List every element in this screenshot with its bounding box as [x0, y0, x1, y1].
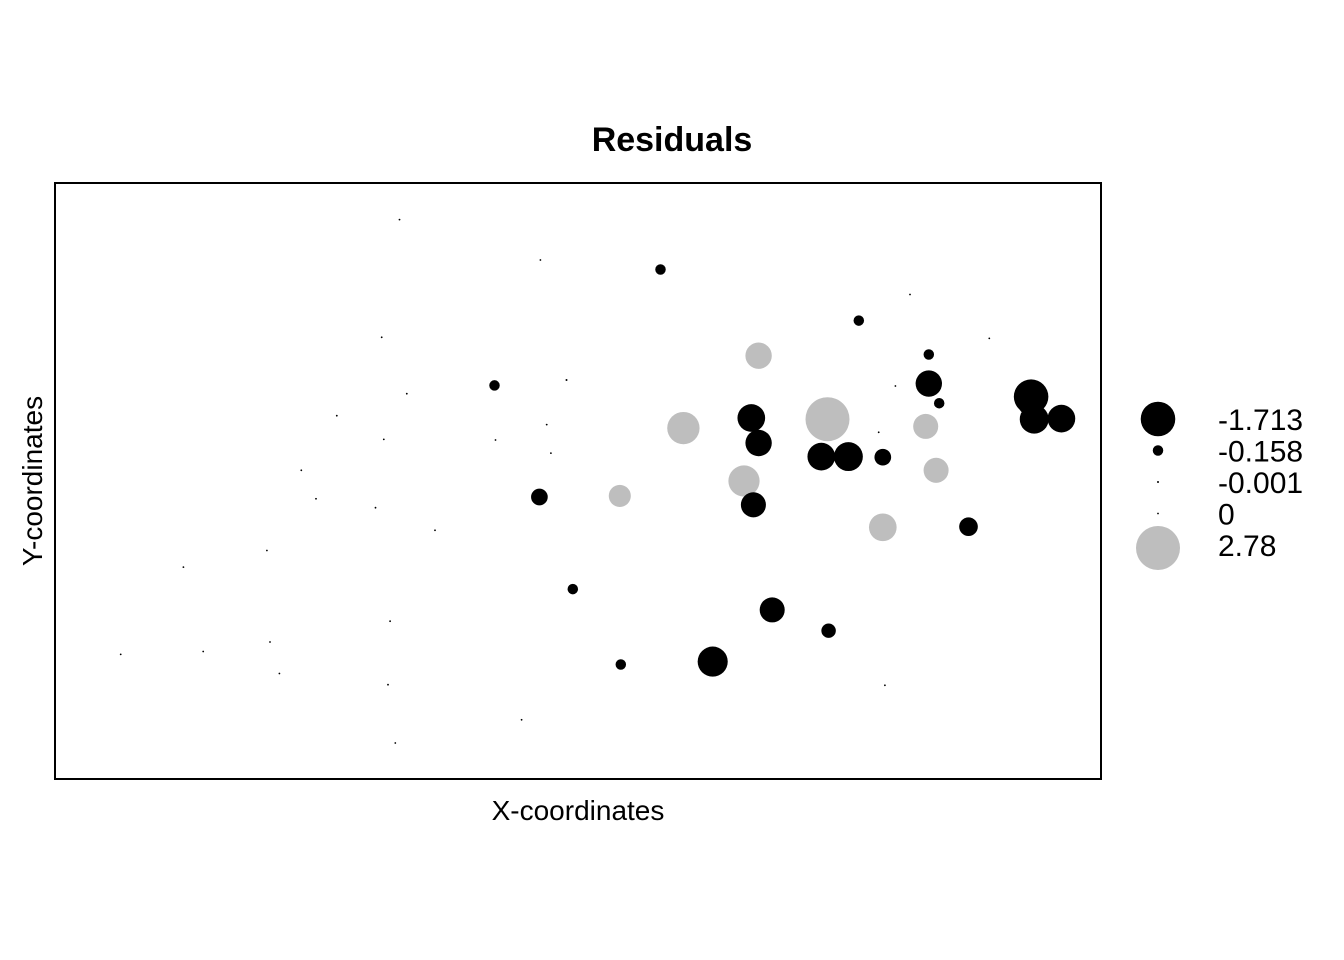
- data-point: [868, 513, 897, 542]
- legend-label: -0.001: [1218, 467, 1303, 500]
- legend-label: -1.713: [1218, 404, 1303, 437]
- data-point: [389, 620, 391, 623]
- data-point: [988, 337, 991, 340]
- data-point: [374, 506, 377, 509]
- data-point: [434, 529, 436, 532]
- data-point: [821, 623, 836, 638]
- data-point: [874, 448, 892, 466]
- data-point: [545, 423, 548, 426]
- data-point: [877, 431, 880, 434]
- data-point: [833, 442, 863, 472]
- data-point: [615, 659, 627, 670]
- data-point: [300, 469, 303, 472]
- data-point: [398, 218, 401, 221]
- data-point: [728, 465, 760, 497]
- data-point: [520, 718, 523, 721]
- data-point: [494, 439, 497, 441]
- data-point: [913, 413, 939, 439]
- data-point: [923, 457, 949, 483]
- data-point: [608, 484, 631, 507]
- data-point: [531, 488, 548, 506]
- legend-label: 0: [1218, 499, 1235, 532]
- chart-title: Residuals: [592, 121, 753, 159]
- y-axis-label: Y-coordinates: [17, 396, 48, 566]
- data-point: [315, 497, 317, 500]
- data-point: [853, 315, 865, 326]
- data-point: [550, 452, 552, 454]
- data-point: [745, 342, 772, 369]
- data-point: [759, 597, 785, 623]
- data-point: [745, 429, 772, 457]
- data-point: [565, 379, 568, 381]
- x-axis-label: X-coordinates: [492, 795, 665, 826]
- data-point: [335, 414, 338, 417]
- data-point: [915, 370, 942, 397]
- data-point: [202, 650, 205, 653]
- data-point: [387, 683, 389, 686]
- data-point: [405, 392, 408, 395]
- data-point: [655, 264, 666, 275]
- data-point: [884, 684, 886, 687]
- plot-border: [54, 182, 1102, 780]
- data-point: [278, 672, 281, 675]
- data-point: [740, 492, 766, 518]
- legend-symbol: [1136, 526, 1180, 570]
- data-point: [825, 413, 847, 435]
- data-point: [489, 380, 500, 391]
- data-point: [959, 517, 978, 537]
- data-point: [1013, 379, 1049, 414]
- legend-label: -0.158: [1218, 436, 1303, 469]
- data-point: [737, 404, 766, 432]
- data-point: [394, 742, 397, 744]
- data-point: [1047, 404, 1076, 433]
- data-point: [567, 583, 579, 595]
- data-point: [182, 566, 185, 568]
- data-point: [894, 385, 897, 387]
- data-point: [380, 336, 383, 339]
- data-point: [266, 549, 268, 552]
- legend-symbol: [1140, 401, 1176, 437]
- data-point: [933, 397, 945, 409]
- data-point: [923, 349, 935, 360]
- data-point: [697, 646, 728, 677]
- data-point: [909, 293, 911, 296]
- legend-symbol: [1157, 512, 1159, 515]
- legend-symbol: [1157, 481, 1159, 483]
- data-point: [539, 259, 542, 261]
- data-point: [269, 641, 271, 643]
- legend-label: 2.78: [1218, 530, 1276, 563]
- legend-symbol: [1152, 445, 1164, 456]
- data-point: [807, 442, 836, 471]
- data-point: [667, 411, 700, 445]
- data-point: [119, 653, 122, 656]
- data-points: [119, 218, 1076, 744]
- data-point: [382, 438, 385, 441]
